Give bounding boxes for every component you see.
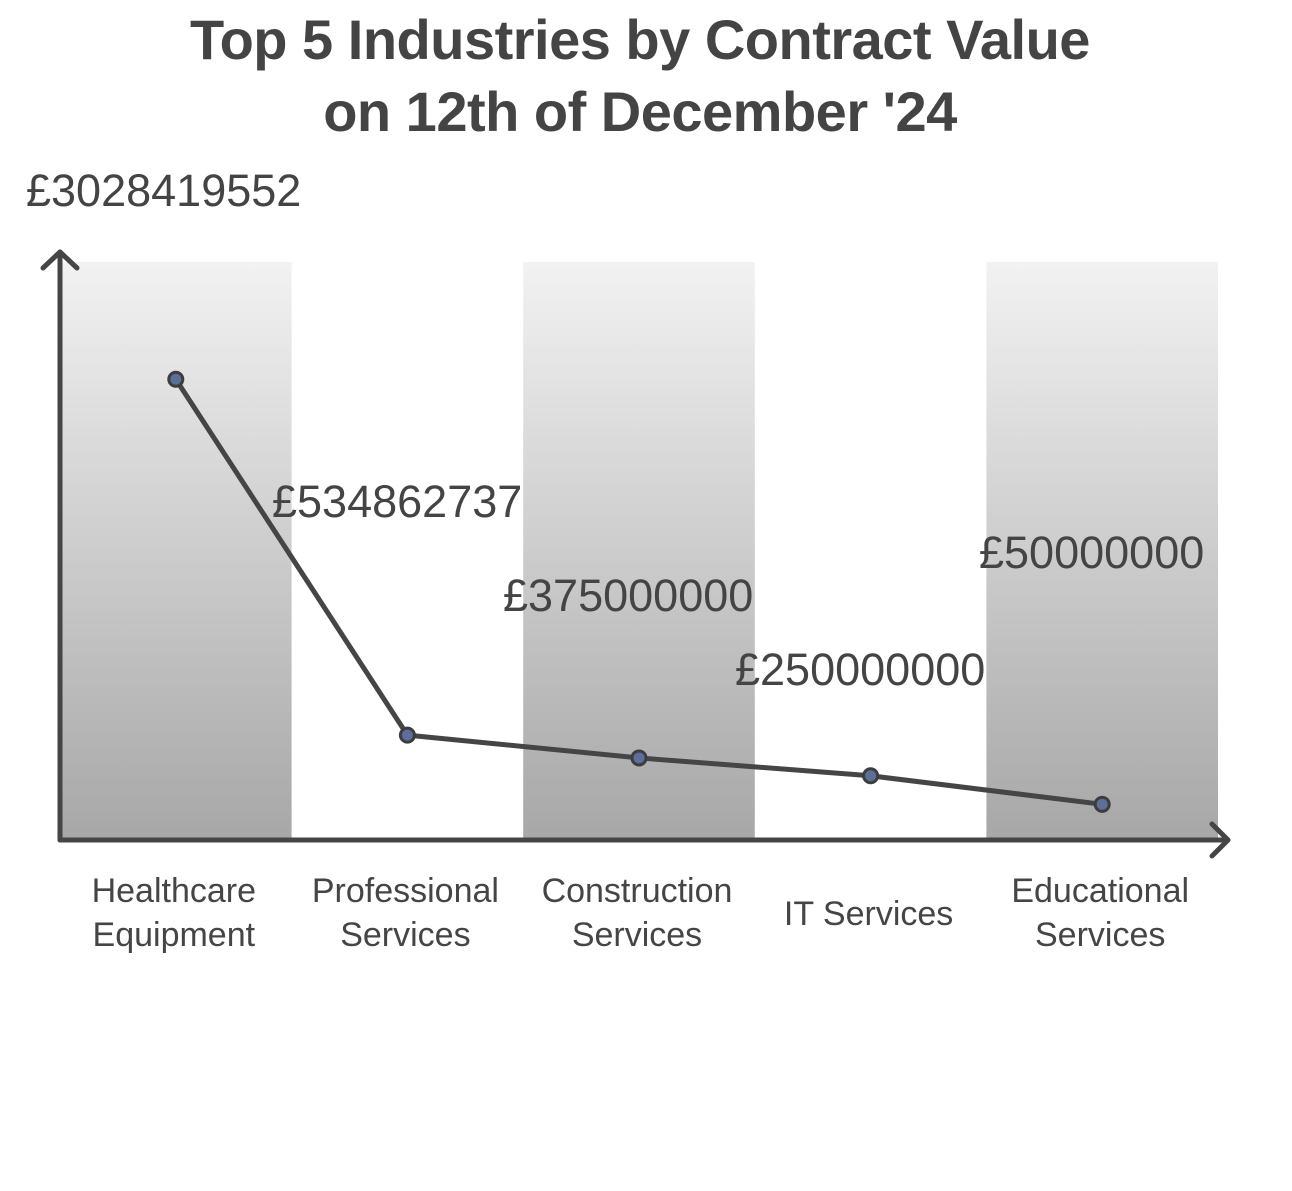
category-label: Equipment [93, 916, 256, 954]
value-label: £50000000 [979, 527, 1204, 578]
background-band [986, 262, 1218, 840]
value-labels: £3028419552 £534862737 £375000000 £25000000… [26, 165, 1204, 695]
data-point[interactable] [630, 749, 648, 767]
axes [40, 249, 1231, 859]
data-point[interactable] [398, 726, 416, 744]
background-band [523, 262, 755, 840]
category-label: Services [340, 916, 470, 954]
category-label: Professional [312, 872, 499, 910]
data-point[interactable] [862, 767, 880, 785]
category-label: IT Services [784, 895, 953, 933]
data-point[interactable] [167, 370, 185, 388]
value-label: £534862737 [272, 476, 522, 527]
x-axis-arrow [1209, 821, 1231, 859]
category-labels: Healthcare Equipment Professional Services C… [92, 872, 1189, 954]
value-label: £3028419552 [26, 165, 301, 216]
chart-title-line-2: on 12th of December '24 [323, 80, 957, 143]
category-label: Healthcare [92, 872, 256, 910]
data-points [167, 370, 1111, 813]
background-band [60, 262, 292, 840]
category-label: Educational [1011, 872, 1189, 910]
background-bands [60, 262, 1218, 840]
chart-title: Top 5 Industries by Contract Value on 12… [0, 4, 1280, 148]
y-axis-arrow [40, 249, 80, 271]
value-label: £250000000 [735, 644, 985, 695]
data-point[interactable] [1093, 795, 1111, 813]
category-label: Construction [542, 872, 733, 910]
category-label: Services [572, 916, 702, 954]
value-label: £375000000 [503, 570, 753, 621]
chart-title-line-1: Top 5 Industries by Contract Value [190, 8, 1090, 71]
category-label: Services [1035, 916, 1165, 954]
